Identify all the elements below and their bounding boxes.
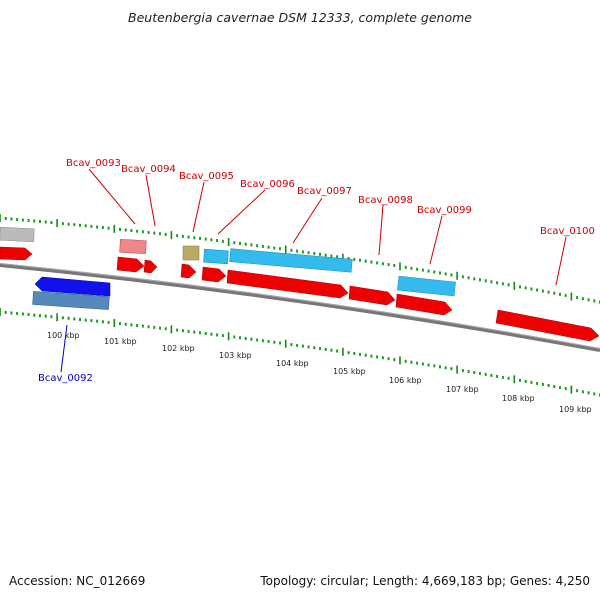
tick-label-109: 109 kbp: [559, 405, 592, 414]
pink-feature[interactable]: [119, 239, 147, 254]
label-leader-lines: [60, 168, 567, 373]
inner-tick-marks: [0, 308, 600, 397]
gene-label-bcav-0092[interactable]: Bcav_0092: [38, 373, 93, 384]
cds-arrow-0097[interactable]: [226, 269, 349, 299]
tick-labels: 100 kbp 101 kbp 102 kbp 103 kbp 104 kbp …: [47, 331, 592, 414]
gene-label-bcav-0094[interactable]: Bcav_0094: [121, 164, 176, 175]
genome-backbone: [0, 263, 600, 352]
cds-arrow-0094[interactable]: [143, 259, 158, 274]
cds-arrow-0099[interactable]: [395, 293, 453, 316]
gene-label-bcav-0100[interactable]: Bcav_0100: [540, 226, 595, 237]
tick-label-107: 107 kbp: [446, 385, 479, 394]
genome-summary: Topology: circular; Length: 4,669,183 bp…: [260, 574, 590, 588]
tick-label-101: 101 kbp: [104, 337, 137, 346]
gray-feature[interactable]: [0, 226, 35, 243]
cds-arrow-0095[interactable]: [180, 263, 197, 279]
gene-label-bcav-0096[interactable]: Bcav_0096: [240, 179, 295, 190]
light-blue-feature-1[interactable]: [203, 248, 229, 265]
accession-label: Accession: NC_012669: [9, 574, 146, 588]
gene-label-bcav-0099[interactable]: Bcav_0099: [417, 205, 472, 216]
gene-label-bcav-0095[interactable]: Bcav_0095: [179, 171, 234, 182]
cds-arrow-0092[interactable]: [34, 276, 111, 297]
gene-label-bcav-0093[interactable]: Bcav_0093: [66, 158, 121, 169]
cds-arrow-0093[interactable]: [116, 256, 145, 273]
gene-label-bcav-0098[interactable]: Bcav_0098: [358, 195, 413, 206]
tick-label-106: 106 kbp: [389, 376, 422, 385]
outer-tick-marks: [0, 214, 600, 304]
forward-strand-features: [0, 226, 600, 342]
tick-label-108: 108 kbp: [502, 394, 535, 403]
olive-feature[interactable]: [182, 245, 200, 261]
cds-arrow-0098[interactable]: [348, 285, 396, 306]
gene-labels: Bcav_0093 Bcav_0094 Bcav_0095 Bcav_0096 …: [38, 158, 595, 384]
gene-label-bcav-0097[interactable]: Bcav_0097: [297, 186, 352, 197]
cds-arrow-0100[interactable]: [495, 309, 600, 342]
reverse-strand-features: [32, 276, 111, 310]
tick-label-103: 103 kbp: [219, 351, 252, 360]
light-blue-feature-3[interactable]: [397, 275, 456, 297]
map-title: Beutenbergia cavernae DSM 12333, complet…: [128, 10, 472, 25]
light-blue-feature-2[interactable]: [229, 248, 353, 273]
tick-label-100: 100 kbp: [47, 331, 80, 340]
tick-label-105: 105 kbp: [333, 367, 366, 376]
tick-label-104: 104 kbp: [276, 359, 309, 368]
steelblue-feature[interactable]: [32, 291, 110, 310]
tick-label-102: 102 kbp: [162, 344, 195, 353]
cds-arrow-0[interactable]: [0, 246, 33, 261]
cds-arrow-0096[interactable]: [201, 266, 227, 283]
